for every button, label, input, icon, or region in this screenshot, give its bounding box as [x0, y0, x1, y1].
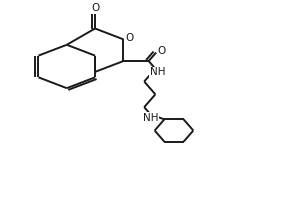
- Text: NH: NH: [150, 67, 166, 77]
- Text: O: O: [91, 3, 99, 13]
- Text: NH: NH: [143, 113, 159, 123]
- Text: O: O: [157, 46, 166, 56]
- Text: O: O: [126, 33, 134, 43]
